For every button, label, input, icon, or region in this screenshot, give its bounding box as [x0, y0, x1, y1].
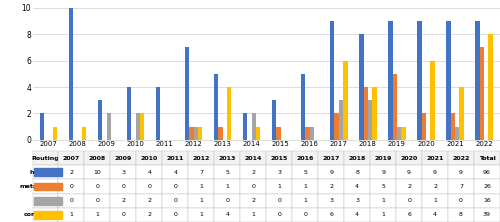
- Bar: [40, 113, 44, 140]
- Bar: [455, 127, 460, 140]
- Bar: [82, 127, 86, 140]
- Bar: [310, 127, 314, 140]
- Bar: [53, 127, 57, 140]
- Bar: [417, 21, 422, 140]
- Bar: [388, 21, 392, 140]
- Bar: [243, 113, 248, 140]
- Bar: [306, 127, 310, 140]
- Bar: [460, 87, 464, 140]
- Bar: [214, 74, 218, 140]
- Bar: [372, 87, 376, 140]
- Bar: [397, 127, 402, 140]
- Bar: [488, 34, 492, 140]
- Bar: [127, 87, 131, 140]
- Bar: [392, 74, 397, 140]
- Bar: [227, 87, 232, 140]
- Bar: [34, 211, 62, 219]
- Bar: [156, 87, 160, 140]
- Bar: [98, 100, 102, 140]
- Bar: [422, 113, 426, 140]
- Bar: [106, 113, 111, 140]
- Bar: [339, 100, 343, 140]
- Bar: [136, 113, 140, 140]
- Bar: [34, 183, 62, 190]
- Bar: [330, 21, 334, 140]
- Bar: [34, 197, 62, 205]
- Bar: [450, 113, 455, 140]
- Bar: [256, 127, 260, 140]
- Bar: [140, 113, 144, 140]
- Bar: [252, 113, 256, 140]
- Bar: [343, 61, 347, 140]
- Bar: [276, 127, 281, 140]
- Bar: [334, 113, 339, 140]
- Bar: [34, 168, 62, 176]
- Bar: [301, 74, 306, 140]
- Bar: [69, 8, 73, 140]
- Bar: [476, 21, 480, 140]
- Bar: [430, 61, 434, 140]
- Bar: [272, 100, 276, 140]
- Bar: [402, 127, 406, 140]
- Bar: [185, 48, 190, 140]
- Bar: [359, 34, 364, 140]
- Bar: [194, 127, 198, 140]
- Bar: [218, 127, 222, 140]
- Bar: [364, 87, 368, 140]
- Legend: heuristic, meta-heuristic, exact, combination: heuristic, meta-heuristic, exact, combin…: [167, 172, 366, 184]
- Bar: [190, 127, 194, 140]
- Bar: [446, 21, 450, 140]
- Bar: [368, 100, 372, 140]
- Bar: [198, 127, 202, 140]
- Bar: [480, 48, 484, 140]
